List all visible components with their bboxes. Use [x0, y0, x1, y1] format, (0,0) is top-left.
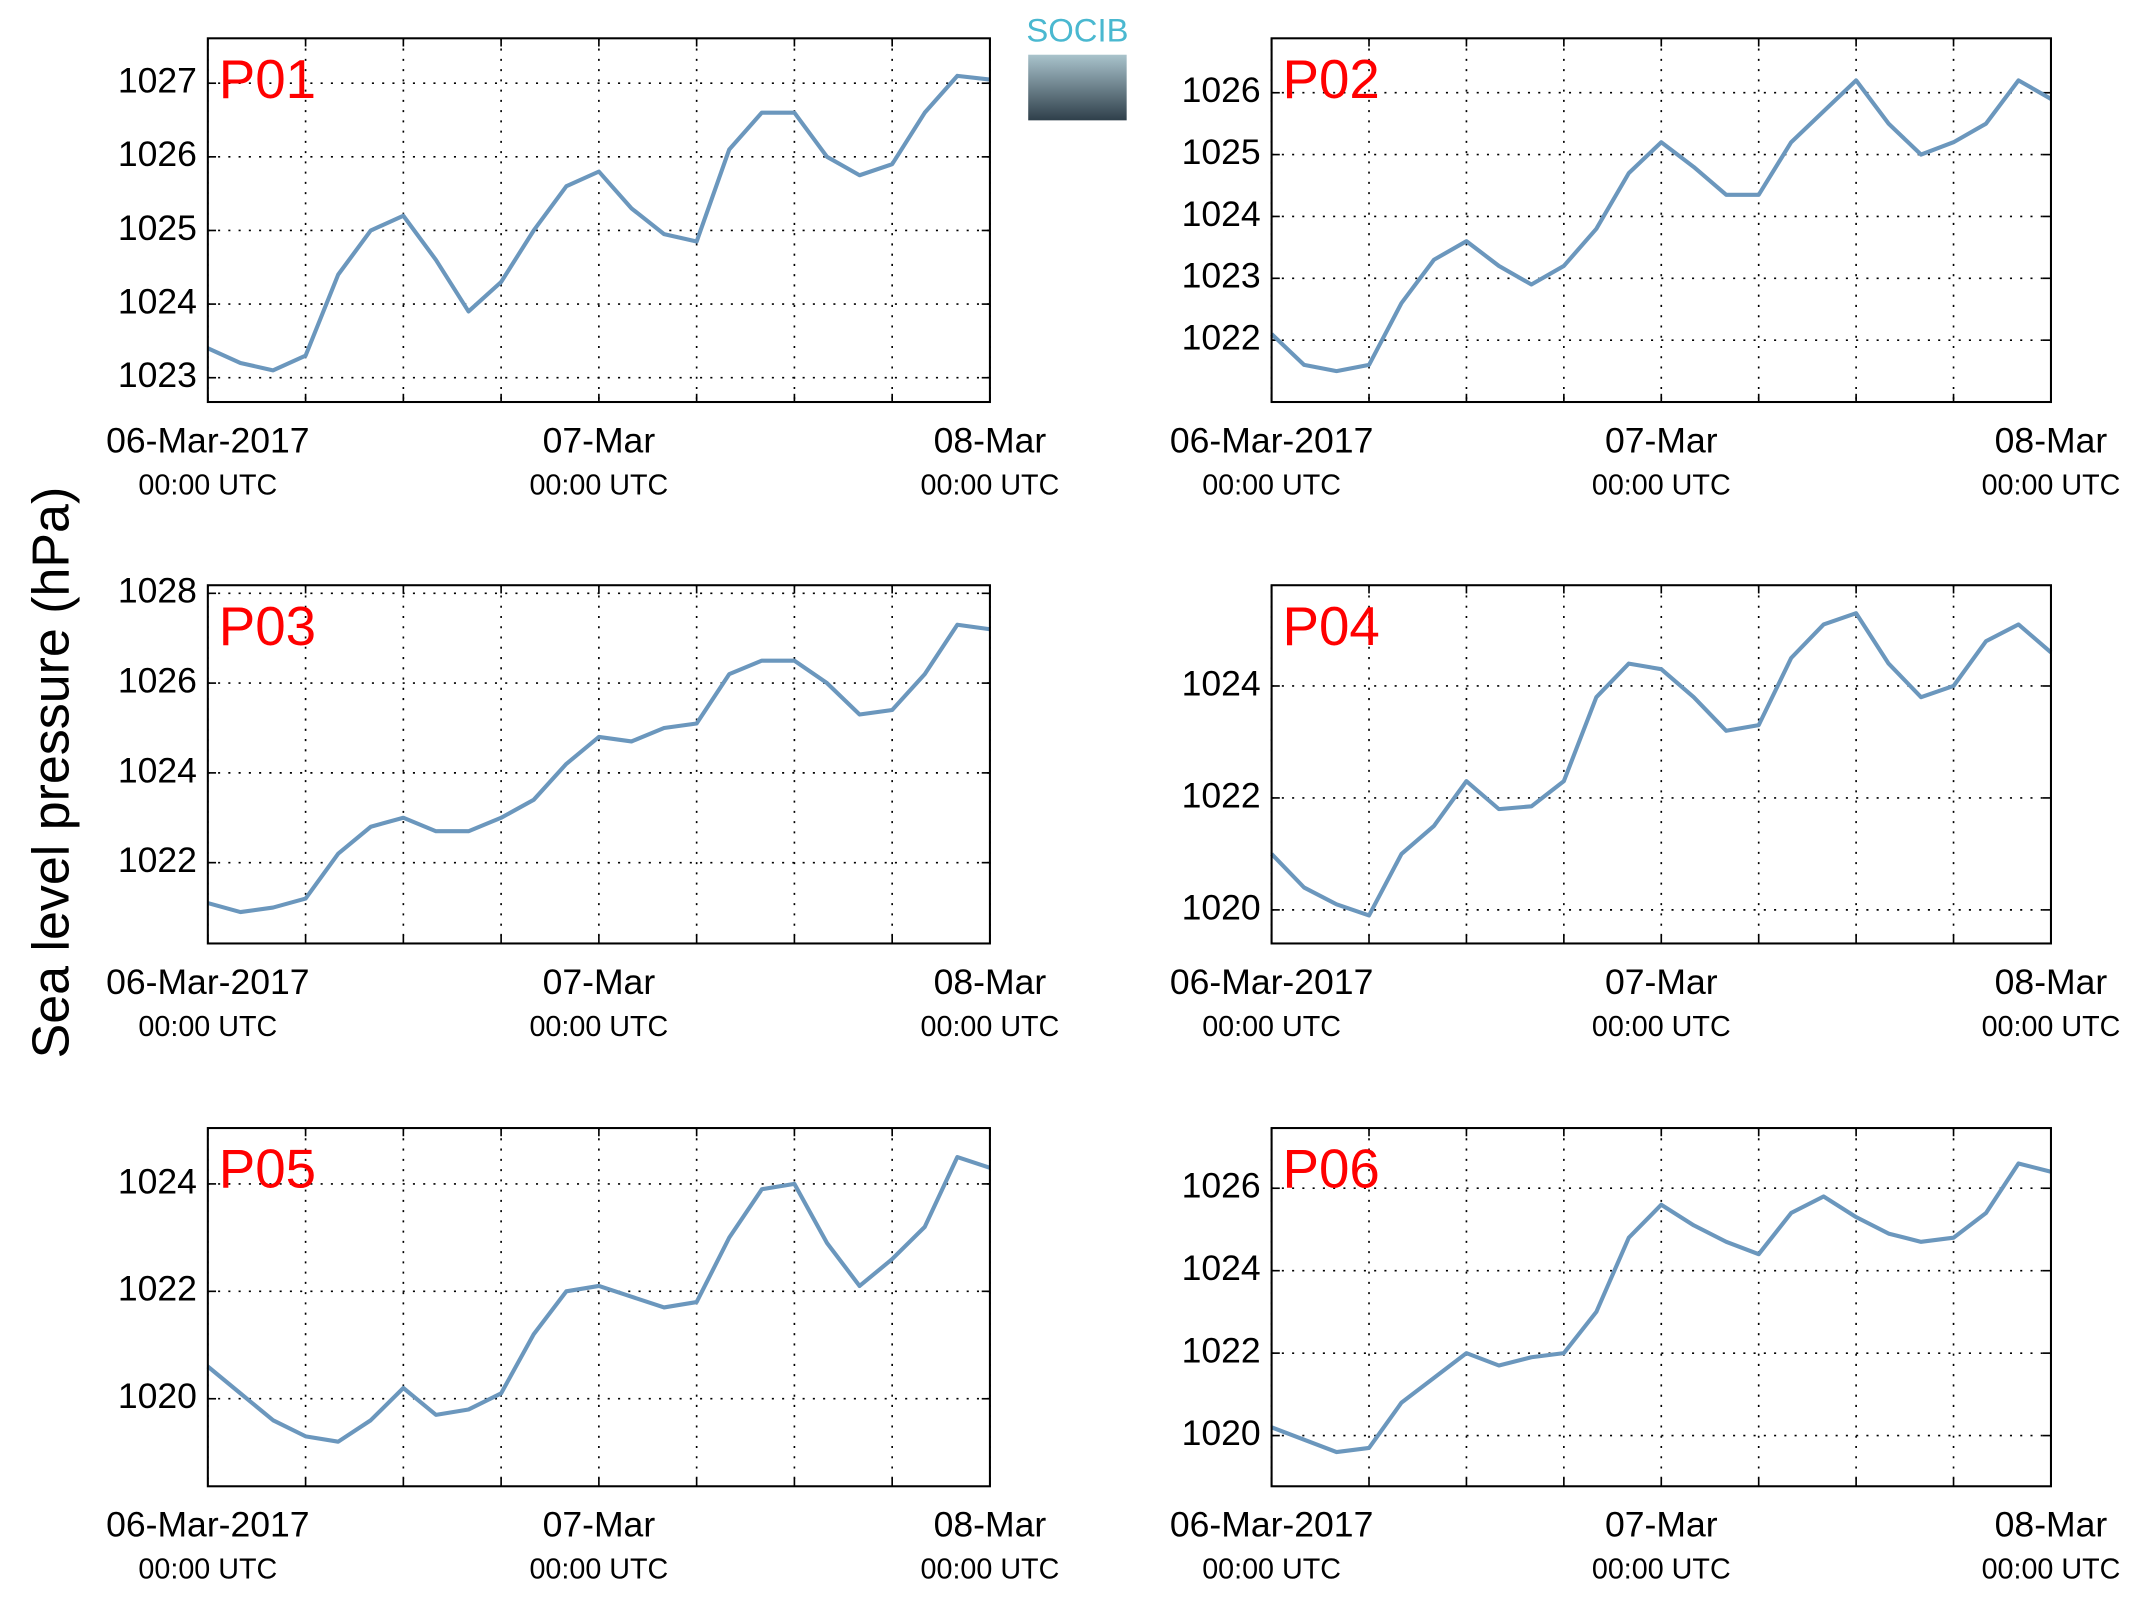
series-line: [207, 622, 991, 915]
x-tick-sublabel: 00:00 UTC: [1202, 1011, 1341, 1043]
x-tick-sublabel: 00:00 UTC: [921, 1011, 1060, 1043]
panel-title: P03: [219, 595, 316, 657]
x-tick-sublabel: 00:00 UTC: [1982, 1011, 2121, 1043]
x-tick-label: 08-Mar: [1995, 962, 2108, 1002]
panel-title: P04: [1283, 595, 1380, 657]
plot-frame: [1270, 1127, 2052, 1488]
x-tick-sublabel: 00:00 UTC: [1982, 469, 2121, 501]
panel-title: P01: [219, 48, 316, 110]
y-tick-label: 1024: [118, 750, 197, 790]
y-tick-label: 1020: [1182, 887, 1261, 927]
x-tick-label: 06-Mar-2017: [106, 420, 310, 460]
x-tick-sublabel: 00:00 UTC: [921, 1554, 1060, 1586]
x-tick-label: 08-Mar: [934, 1505, 1047, 1545]
y-axis-label: Sea level pressure (hPa): [22, 487, 80, 1059]
panel-title: P02: [1283, 48, 1380, 110]
y-tick-label: 1023: [1182, 256, 1261, 296]
x-tick-label: 06-Mar-2017: [106, 1505, 310, 1545]
y-tick-label: 1020: [1182, 1413, 1261, 1453]
x-tick-sublabel: 00:00 UTC: [1202, 469, 1341, 501]
x-tick-label: 08-Mar: [934, 962, 1047, 1002]
x-tick-sublabel: 00:00 UTC: [529, 469, 668, 501]
x-tick-sublabel: 00:00 UTC: [1592, 469, 1731, 501]
panel-title: P05: [219, 1138, 316, 1200]
y-tick-label: 1024: [118, 281, 197, 321]
plot-frame: [1270, 37, 2052, 404]
x-tick-sublabel: 00:00 UTC: [138, 469, 277, 501]
panel-title: P06: [1283, 1138, 1380, 1200]
y-tick-label: 1026: [1182, 1166, 1261, 1206]
logo-block: [1028, 54, 1127, 121]
y-tick-label: 1022: [118, 1269, 197, 1309]
y-tick-label: 1024: [1182, 663, 1261, 703]
y-tick-label: 1026: [118, 134, 197, 174]
y-tick-label: 1022: [1182, 318, 1261, 358]
x-tick-sublabel: 00:00 UTC: [1592, 1554, 1731, 1586]
y-tick-label: 1022: [1182, 775, 1261, 815]
series-line: [1270, 611, 2053, 918]
y-tick-label: 1022: [1182, 1331, 1261, 1371]
series-line: [206, 73, 991, 373]
y-tick-label: 1025: [118, 208, 197, 248]
x-tick-sublabel: 00:00 UTC: [529, 1011, 668, 1043]
y-tick-label: 1024: [118, 1161, 197, 1201]
x-tick-sublabel: 00:00 UTC: [529, 1554, 668, 1586]
plot-frame: [1270, 584, 2052, 945]
x-tick-label: 06-Mar-2017: [1170, 1505, 1374, 1545]
series-line: [206, 1155, 991, 1444]
x-tick-label: 07-Mar: [543, 962, 656, 1002]
y-tick-label: 1024: [1182, 194, 1261, 234]
x-tick-label: 07-Mar: [1605, 420, 1718, 460]
x-tick-label: 08-Mar: [1995, 420, 2108, 460]
logo-text: SOCIB: [1026, 12, 1128, 49]
x-tick-label: 08-Mar: [934, 420, 1047, 460]
y-tick-label: 1025: [1182, 132, 1261, 172]
x-tick-label: 06-Mar-2017: [1170, 962, 1374, 1002]
y-tick-label: 1024: [1182, 1248, 1261, 1288]
x-tick-label: 07-Mar: [543, 420, 656, 460]
y-tick-label: 1026: [1182, 70, 1261, 110]
y-tick-label: 1022: [118, 840, 197, 880]
series-line: [1270, 78, 2052, 374]
y-tick-label: 1020: [118, 1376, 197, 1416]
y-tick-label: 1026: [118, 660, 197, 700]
x-tick-sublabel: 00:00 UTC: [1592, 1011, 1731, 1043]
x-tick-sublabel: 00:00 UTC: [138, 1011, 277, 1043]
x-tick-sublabel: 00:00 UTC: [1202, 1554, 1341, 1586]
y-tick-label: 1027: [118, 61, 197, 101]
x-tick-label: 07-Mar: [1605, 962, 1718, 1002]
plot-frame: [206, 37, 991, 404]
series-line: [1270, 1161, 2052, 1455]
x-tick-label: 07-Mar: [543, 1505, 656, 1545]
y-tick-label: 1028: [118, 571, 197, 611]
x-tick-label: 07-Mar: [1605, 1505, 1718, 1545]
x-tick-label: 08-Mar: [1995, 1505, 2108, 1545]
plot-frame: [206, 584, 991, 945]
x-tick-sublabel: 00:00 UTC: [1982, 1554, 2121, 1586]
plot-frame: [206, 1127, 991, 1488]
x-tick-sublabel: 00:00 UTC: [138, 1554, 277, 1586]
y-tick-label: 1023: [118, 355, 197, 395]
x-tick-label: 06-Mar-2017: [106, 962, 310, 1002]
x-tick-sublabel: 00:00 UTC: [921, 469, 1060, 501]
x-tick-label: 06-Mar-2017: [1170, 420, 1374, 460]
